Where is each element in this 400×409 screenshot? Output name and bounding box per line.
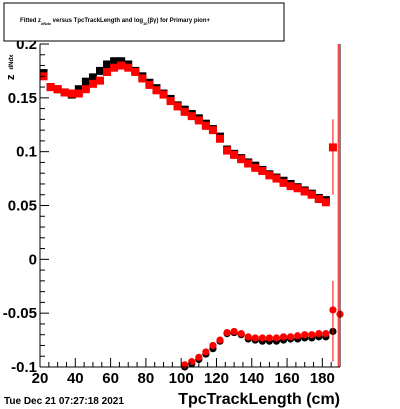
data-point-square	[152, 86, 161, 95]
data-point-square	[117, 61, 126, 70]
y-tick-label: -0.1	[11, 359, 37, 376]
plot-area	[39, 44, 344, 371]
data-point-square	[88, 79, 97, 88]
data-point-circle	[265, 334, 274, 342]
data-point-square	[88, 73, 97, 82]
data-point-square	[328, 143, 337, 152]
data-point-square	[251, 163, 260, 172]
data-point-square	[265, 171, 274, 180]
data-point-square	[159, 90, 168, 99]
data-point-square	[46, 83, 55, 92]
data-point-square	[145, 80, 154, 89]
data-point-circle	[329, 306, 337, 314]
data-point-circle	[308, 331, 316, 339]
data-point-square	[81, 85, 90, 94]
axis-ticks: 20 40 60 80 100 120 140 160 180 -0.1 -0.05 0 0.05 0.1…	[3, 36, 335, 387]
title-box	[3, 2, 285, 42]
chart-title: Fitted zdNdx versus TpcTrackLength and l…	[20, 18, 210, 26]
data-point-square	[74, 89, 83, 98]
data-point-square	[96, 66, 104, 75]
data-point-circle	[209, 341, 217, 350]
y-tick-label: 0	[29, 251, 37, 268]
data-point-circle	[230, 327, 238, 336]
data-point-square	[60, 88, 69, 97]
data-point-circle	[223, 328, 231, 337]
data-point-circle	[286, 333, 295, 341]
data-point-square	[272, 174, 281, 183]
data-point-square	[300, 187, 309, 196]
data-point-circle	[315, 330, 323, 338]
y-tick-label: 0.05	[8, 198, 37, 215]
data-point-square	[96, 76, 104, 85]
data-point-square	[173, 102, 182, 111]
data-point-square	[110, 63, 119, 72]
data-point-circle	[279, 333, 288, 341]
x-tick-label: 120	[204, 370, 229, 387]
data-point-square	[131, 67, 140, 76]
data-point-square	[307, 190, 316, 199]
data-point-circle	[244, 333, 252, 341]
data-point-circle	[322, 330, 330, 338]
x-tick-label: 100	[169, 370, 194, 387]
x-tick-label: 80	[138, 370, 155, 387]
data-point-square	[103, 60, 112, 69]
data-point-square	[321, 198, 330, 207]
data-point-circle	[237, 330, 245, 338]
data-point-circle	[301, 331, 309, 339]
y-tick-label: -0.05	[3, 305, 37, 322]
data-point-square	[279, 178, 288, 187]
data-point-square	[201, 121, 210, 130]
x-tick-label: 140	[239, 370, 264, 387]
y-tick-label: 0.1	[16, 144, 37, 161]
data-point-square	[293, 184, 302, 193]
data-point-square	[180, 107, 189, 116]
data-point-square	[244, 159, 253, 168]
y-tick-label: 0.15	[8, 90, 37, 107]
data-point-square	[53, 85, 62, 94]
data-point-square	[208, 126, 217, 135]
data-point-square	[110, 57, 119, 66]
data-point-square	[187, 112, 196, 121]
data-point-square	[286, 182, 295, 191]
data-point-square	[81, 77, 90, 86]
x-tick-label: 20	[32, 370, 49, 387]
data-point-circle	[216, 336, 224, 344]
data-point-square	[103, 67, 112, 76]
data-point-circle	[272, 334, 281, 342]
data-point-square	[223, 146, 232, 155]
data-point-square	[194, 116, 203, 125]
data-point-square	[258, 167, 267, 176]
data-point-square	[314, 195, 323, 204]
data-point-square	[166, 97, 175, 106]
data-point-square	[124, 63, 133, 72]
data-point-square	[138, 74, 147, 83]
x-tick-label: 160	[275, 370, 300, 387]
timestamp: Tue Dec 21 07:27:18 2021	[4, 396, 124, 407]
data-point-square	[67, 89, 76, 98]
data-point-square	[216, 134, 224, 143]
data-point-circle	[258, 334, 266, 342]
y-axis-label: zdNdx	[5, 54, 17, 80]
data-point-square	[230, 150, 239, 159]
data-point-circle	[195, 353, 203, 361]
x-tick-label: 60	[102, 370, 119, 387]
data-point-square	[237, 155, 246, 164]
data-point-square	[74, 85, 83, 94]
x-axis-label: TpcTrackLength (cm)	[178, 391, 340, 408]
data-point-circle	[251, 334, 259, 342]
data-point-circle	[188, 358, 196, 366]
data-point-circle	[202, 348, 210, 356]
data-point-circle	[294, 332, 302, 340]
data-point-square	[117, 57, 126, 66]
x-tick-label: 40	[67, 370, 84, 387]
x-tick-label: 180	[310, 370, 335, 387]
